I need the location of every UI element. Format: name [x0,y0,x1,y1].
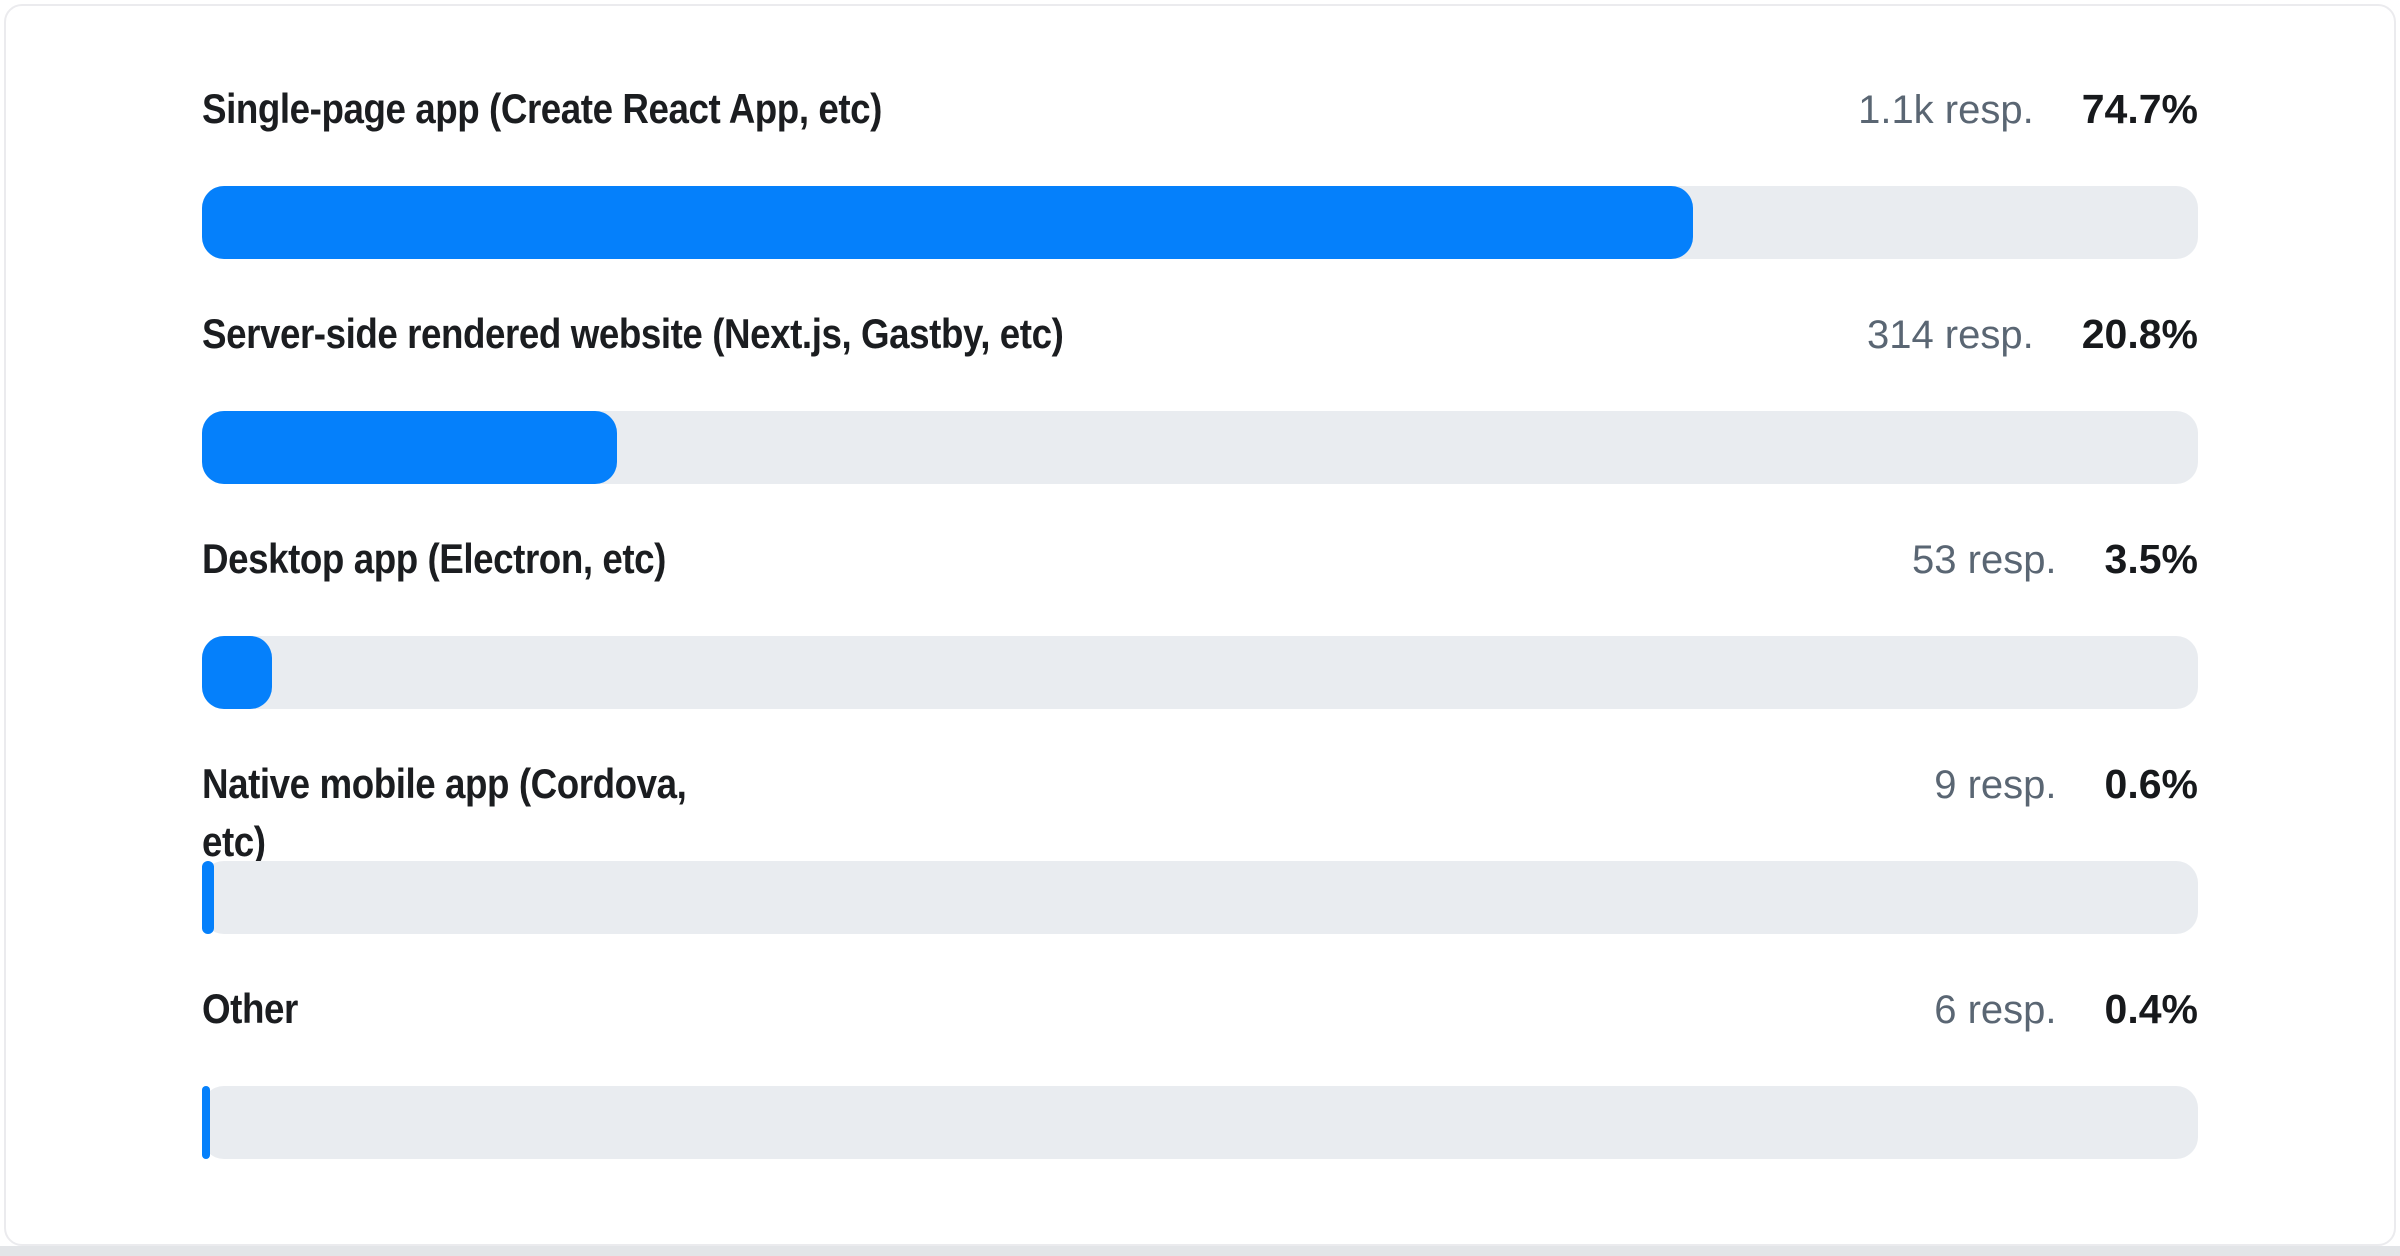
answer-label: Other [202,985,298,1032]
survey-row: Desktop app (Electron, etc) 53 resp. 3.5… [202,530,2198,709]
bar-fill [202,861,214,934]
answer-label: Native mobile app (Cordova, etc) [202,760,687,865]
row-meta: 9 resp. 0.6% [1934,761,2198,808]
bar-track [202,186,2198,259]
row-header: Server-side rendered website (Next.js, G… [202,305,2198,363]
bar-fill [202,1086,210,1159]
answer-label: Single-page app (Create React App, etc) [202,85,882,132]
bar-track [202,1086,2198,1159]
response-count: 314 resp. [1866,313,2034,357]
percent-value: 0.6% [2104,761,2198,807]
row-meta: 1.1k resp. 74.7% [1858,86,2198,133]
bar-fill [202,411,618,484]
bar-chart: Single-page app (Create React App, etc) … [202,80,2198,1159]
row-header: Single-page app (Create React App, etc) … [202,80,2198,138]
percent-value: 3.5% [2104,536,2198,582]
bar-track [202,411,2198,484]
row-meta: 6 resp. 0.4% [1934,986,2198,1033]
row-meta: 53 resp. 3.5% [1912,536,2198,583]
survey-row: Other 6 resp. 0.4% [202,980,2198,1159]
answer-label: Desktop app (Electron, etc) [202,535,666,582]
percent-value: 20.8% [2081,311,2198,357]
response-count: 1.1k resp. [1858,88,2034,132]
bar-fill [202,186,1693,259]
row-meta: 314 resp. 20.8% [1867,311,2198,358]
survey-row: Server-side rendered website (Next.js, G… [202,305,2198,484]
page-background-strip [0,1246,2400,1256]
percent-value: 0.4% [2104,986,2198,1032]
response-count: 6 resp. [1934,988,2057,1032]
row-header: Desktop app (Electron, etc) 53 resp. 3.5… [202,530,2198,588]
bar-track [202,861,2198,934]
response-count: 9 resp. [1934,763,2057,807]
bar-fill [202,636,272,709]
percent-value: 74.7% [2081,86,2198,132]
bar-track [202,636,2198,709]
answer-label: Server-side rendered website (Next.js, G… [202,310,1064,357]
row-header: Native mobile app (Cordova, etc) 9 resp.… [202,755,2198,865]
survey-row: Native mobile app (Cordova, etc) 9 resp.… [202,755,2198,934]
survey-results-card: Single-page app (Create React App, etc) … [4,4,2396,1246]
row-header: Other 6 resp. 0.4% [202,980,2198,1038]
survey-row: Single-page app (Create React App, etc) … [202,80,2198,259]
response-count: 53 resp. [1912,538,2057,582]
